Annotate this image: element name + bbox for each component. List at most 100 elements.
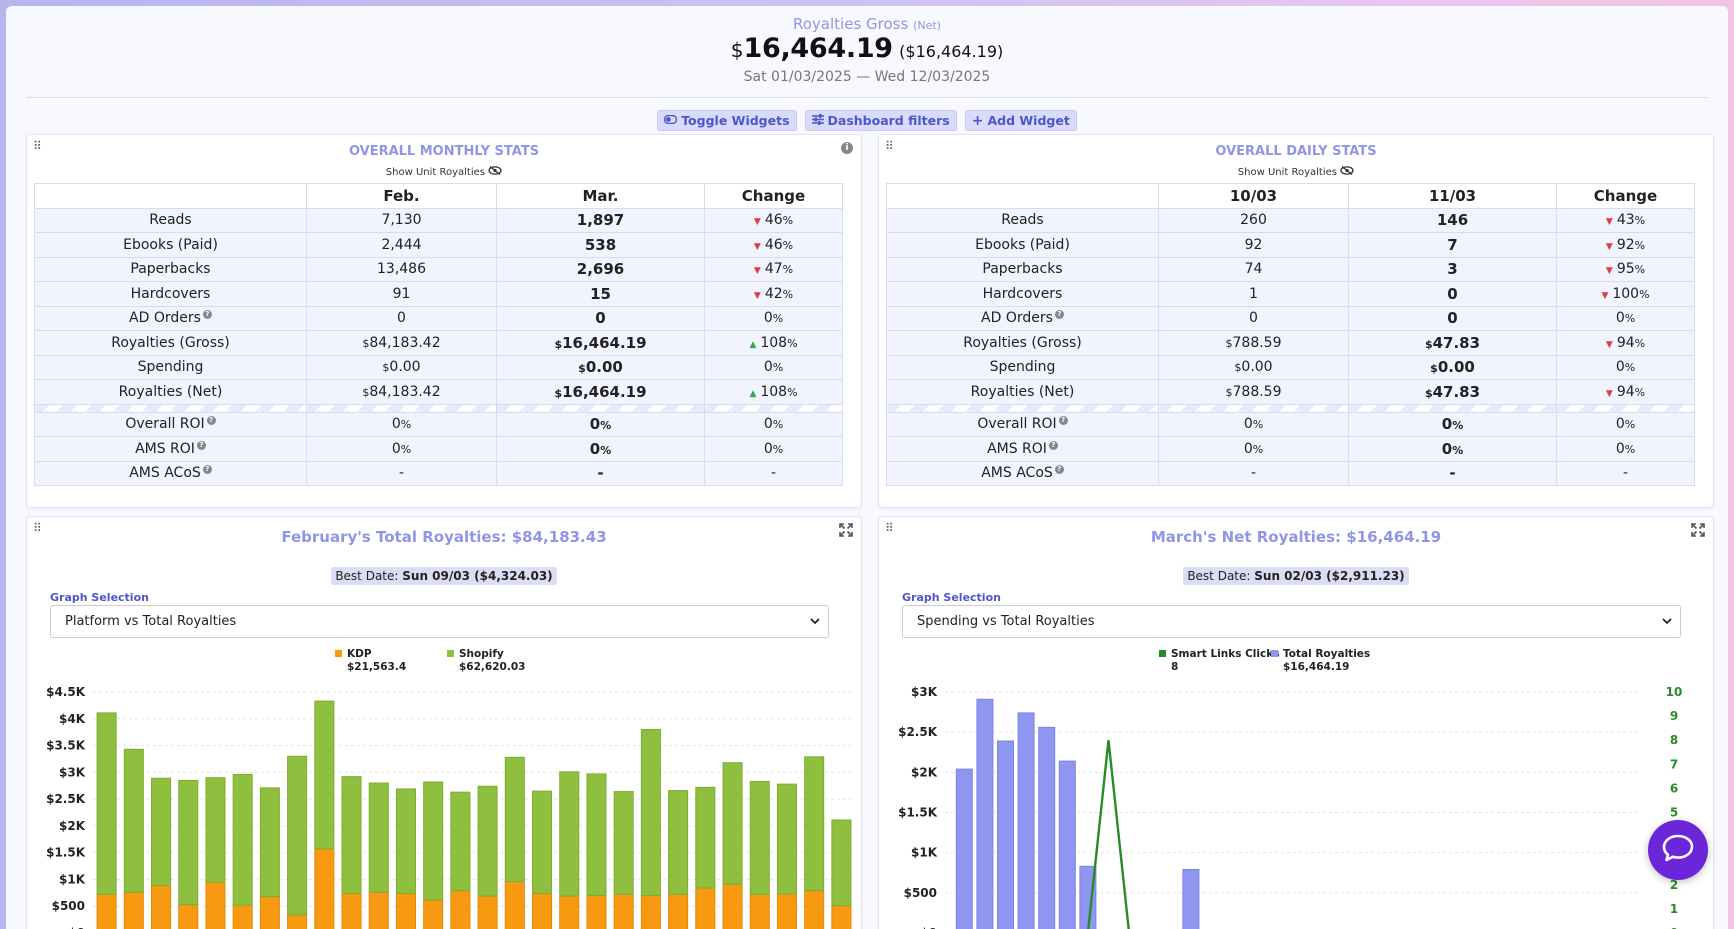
expand-icon[interactable]: [1691, 523, 1705, 541]
table-row: AD Orders? 0 0 0%: [34, 305, 843, 331]
row-label: Royalties (Gross): [886, 330, 1159, 356]
cell-value: 0: [763, 416, 773, 433]
previous-value: 260: [1158, 207, 1349, 233]
percent-sign: %: [782, 238, 794, 252]
table-separator: [886, 403, 1695, 413]
bar-kdp: [613, 893, 634, 929]
percent-sign: %: [787, 336, 798, 350]
current-value: $47.83: [1348, 379, 1557, 405]
bar-total-royalties: [1182, 869, 1200, 929]
drag-handle-icon[interactable]: ⠿: [885, 521, 894, 535]
change-value: 0%: [1556, 411, 1695, 437]
row-label: Reads: [886, 207, 1159, 233]
table-row: Royalties (Gross) $788.59 $47.83 ▼ 94%: [886, 330, 1695, 356]
drag-handle-icon[interactable]: ⠿: [33, 139, 42, 153]
chat-bubble-icon: [1661, 833, 1695, 867]
change-value: ▼ 43%: [1556, 207, 1695, 233]
row-label: Spending: [886, 354, 1159, 380]
bar-kdp: [96, 893, 117, 929]
current-value: 538: [496, 232, 705, 258]
february-bar-chart: KDP$21,563.4 Shopify$62,620.03 $0 $500 $1K $1…: [46, 648, 855, 929]
drag-handle-icon[interactable]: ⠿: [33, 521, 42, 535]
current-value: 0%: [1348, 436, 1557, 462]
help-icon[interactable]: ?: [1054, 465, 1064, 475]
table-row: Royalties (Gross) $84,183.42 $16,464.19 ▲ 10…: [34, 330, 843, 356]
help-icon[interactable]: ?: [206, 416, 216, 426]
help-icon[interactable]: ?: [202, 465, 212, 475]
chat-launcher-button[interactable]: [1648, 820, 1708, 880]
current-value: 3: [1348, 256, 1557, 282]
bar-shopify: [450, 791, 471, 892]
expand-icon[interactable]: [839, 523, 853, 541]
current-value: 0%: [496, 436, 705, 462]
dashboard-filters-button[interactable]: Dashboard filters: [804, 110, 957, 131]
y2-tick-label: 9: [1670, 709, 1678, 723]
header-divider: [26, 97, 1708, 98]
currency-symbol: $: [578, 362, 586, 376]
y2-tick-label: 10: [1666, 685, 1683, 699]
change-value: ▲ 108%: [704, 330, 843, 356]
change-value: ▼ 95%: [1556, 256, 1695, 282]
change-number: 92: [1616, 236, 1635, 253]
chevron-down-icon: [1662, 606, 1672, 649]
separator-cell: [886, 403, 1159, 413]
row-label: AMS ACoS?: [886, 460, 1159, 486]
change-value: 0%: [704, 436, 843, 462]
y-tick-label: $1K: [911, 846, 938, 860]
line-smart-links-clicks: [1087, 740, 1130, 929]
previous-value: -: [306, 460, 497, 486]
table-row: AD Orders? 0 0 0%: [886, 305, 1695, 331]
previous-value: -: [1158, 460, 1349, 486]
y-tick-label: $4K: [59, 712, 86, 726]
toggle-widgets-button[interactable]: Toggle Widgets: [657, 110, 797, 131]
percent-sign: %: [782, 287, 794, 301]
previous-value: $788.59: [1158, 330, 1349, 356]
separator-cell: [704, 403, 843, 413]
bar-kdp: [314, 848, 335, 929]
column-header: 11/03: [1348, 183, 1557, 209]
previous-value: 0%: [306, 436, 497, 462]
change-number: 46: [764, 212, 783, 229]
help-icon[interactable]: ?: [196, 440, 206, 450]
bar-kdp: [259, 896, 280, 929]
bar-shopify: [123, 748, 144, 893]
percent-sign: %: [1634, 263, 1646, 277]
info-icon[interactable]: i: [841, 142, 853, 154]
y-tick-label: $3K: [911, 685, 938, 699]
bar-kdp: [368, 891, 389, 929]
previous-value: 0: [306, 305, 497, 331]
drag-handle-icon[interactable]: ⠿: [885, 139, 894, 153]
daily-stats-widget: ⠿ OVERALL DAILY STATS Show Unit Royaltie…: [878, 134, 1714, 508]
change-number: 42: [764, 285, 783, 302]
y2-tick-label: 6: [1670, 781, 1678, 795]
summary-title-text: Royalties Gross: [793, 15, 909, 33]
bar-shopify: [776, 783, 797, 895]
y-tick-label: $1.5K: [898, 806, 938, 820]
add-widget-button[interactable]: + Add Widget: [964, 110, 1077, 131]
help-icon[interactable]: ?: [1054, 310, 1064, 320]
table-row: Royalties (Net) $788.59 $47.83 ▼ 94%: [886, 379, 1695, 405]
help-icon[interactable]: ?: [1048, 440, 1058, 450]
legend-swatch: [447, 650, 454, 657]
y-tick-label: $2.5K: [898, 725, 938, 739]
help-icon[interactable]: ?: [1058, 416, 1068, 426]
change-value: ▼ 94%: [1556, 330, 1695, 356]
graph-selection-value: Platform vs Total Royalties: [65, 614, 237, 629]
currency-symbol: $: [382, 361, 390, 375]
best-date-label: Best Date:: [335, 569, 399, 583]
arrow-down-icon: ▼: [753, 290, 761, 301]
bar-kdp: [151, 884, 172, 929]
graph-selection-select[interactable]: Spending vs Total Royalties: [902, 605, 1681, 638]
help-icon[interactable]: ?: [202, 310, 212, 320]
previous-value: $0.00: [306, 354, 497, 380]
table-header-row: 10/03 11/03 Change: [886, 183, 1695, 209]
change-number: 0: [1615, 359, 1625, 376]
previous-value: 2,444: [306, 232, 497, 258]
bar-shopify: [151, 777, 172, 886]
show-unit-royalties-toggle[interactable]: Show Unit Royalties: [27, 165, 861, 178]
show-unit-royalties-toggle[interactable]: Show Unit Royalties: [879, 165, 1713, 178]
cell-value: 788.59: [1232, 334, 1282, 351]
cell-value: 0: [763, 440, 773, 457]
bar-kdp: [395, 892, 416, 929]
graph-selection-select[interactable]: Platform vs Total Royalties: [50, 605, 829, 638]
